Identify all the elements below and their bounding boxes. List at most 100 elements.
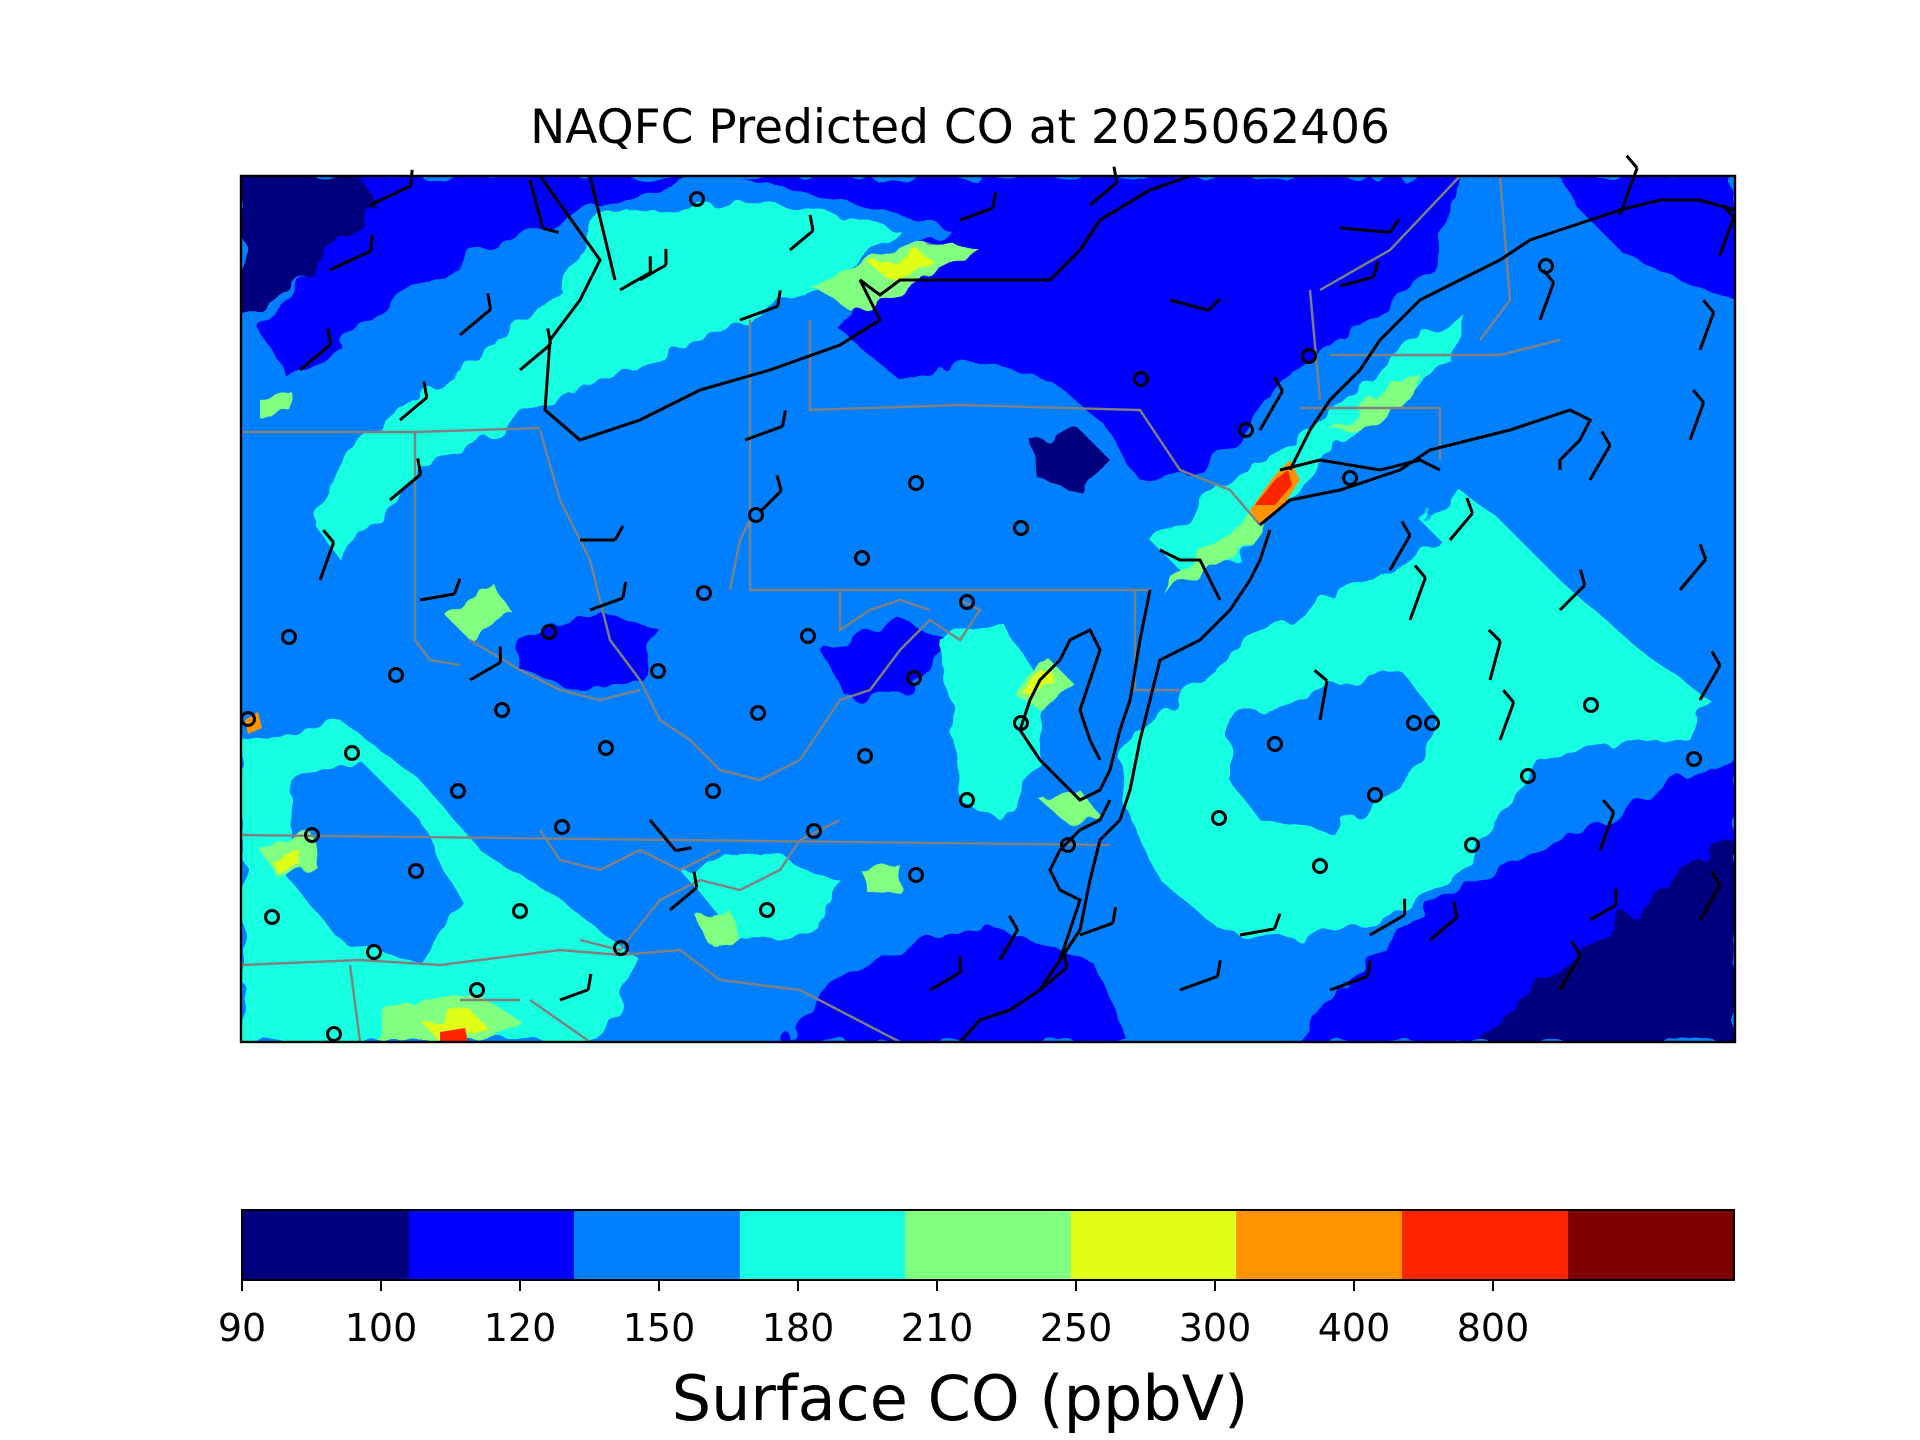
colorbar-swatch — [1401, 1211, 1568, 1279]
wind-barb-shaft — [580, 525, 625, 542]
wind-barb-shaft — [1079, 906, 1118, 937]
wind-barb-shaft — [1313, 669, 1329, 721]
wind-barb — [789, 214, 815, 252]
colorbar-tick-label: 250 — [1039, 1306, 1113, 1350]
wind-barb-shaft — [1329, 960, 1372, 992]
wind-barb-shaft — [959, 191, 998, 222]
wind-barb-shaft — [669, 871, 699, 912]
wind-barb — [1169, 297, 1222, 312]
hotspot-green-ct — [1330, 370, 1420, 430]
station-marker — [1060, 837, 1076, 853]
station-marker — [1267, 736, 1283, 752]
station-marker — [326, 1026, 342, 1042]
wind-barb — [580, 525, 625, 542]
wind-barb-shaft — [1169, 297, 1222, 312]
field-cyan-va — [940, 620, 1040, 820]
wind-barb-shaft — [589, 581, 628, 612]
colorbar-tick-mark — [519, 1281, 521, 1291]
station-marker — [906, 670, 922, 686]
field-blue-band1 — [260, 176, 700, 380]
station-marker — [1367, 787, 1383, 803]
wind-barb-shaft — [1558, 940, 1582, 991]
colorbar-tick-label: 400 — [1317, 1306, 1391, 1350]
wind-barb-shaft — [1688, 389, 1706, 441]
wind-barb-shaft — [459, 293, 493, 337]
station-marker — [388, 667, 404, 683]
wind-barb-shaft — [1538, 269, 1556, 321]
wind-barb — [459, 293, 493, 337]
hotspot-yellow-sw — [270, 850, 305, 875]
station-markers — [240, 191, 1702, 1042]
station-marker — [854, 550, 870, 566]
station-marker — [1133, 371, 1149, 387]
station-marker — [696, 585, 712, 601]
wind-barb-shaft — [469, 646, 502, 682]
colorbar-label: Surface CO (ppbV) — [671, 1362, 1249, 1435]
wind-barb — [1448, 497, 1474, 541]
field-blue-ocean-inner — [1230, 670, 1440, 830]
station-marker — [613, 940, 629, 956]
wind-barb-shaft — [528, 179, 559, 234]
colorbar-tick-label: 300 — [1178, 1306, 1252, 1350]
wind-barb-shaft — [1429, 901, 1459, 942]
wind-barb — [758, 474, 783, 514]
field-blue-ne — [1560, 176, 1735, 300]
colorbar-tick-mark — [658, 1281, 660, 1291]
station-marker — [959, 594, 975, 610]
field-navy-pa — [1030, 430, 1110, 490]
wind-barb-shaft — [1487, 628, 1502, 681]
station-marker — [750, 705, 766, 721]
wind-barb-shaft — [419, 578, 462, 602]
wind-barb-shaft — [1388, 520, 1412, 571]
station-marker — [908, 475, 924, 491]
field-blue-sw — [290, 760, 460, 960]
state-boundaries — [241, 176, 1561, 1042]
station-marker — [1686, 751, 1702, 767]
station-marker — [705, 783, 721, 799]
station-marker — [512, 903, 528, 919]
wind-barb — [1179, 960, 1222, 992]
colorbar-swatch — [1236, 1211, 1402, 1279]
wind-barb — [369, 169, 414, 207]
hotspot-yellow-erie — [870, 252, 935, 280]
station-marker — [800, 628, 816, 644]
wind-barb — [739, 290, 782, 322]
wind-barb-shaft — [1718, 204, 1736, 256]
station-marker — [469, 982, 485, 998]
colorbar — [241, 1209, 1735, 1281]
wind-barb-shaft — [1698, 870, 1722, 921]
station-marker — [1424, 715, 1440, 731]
wind-barb — [1618, 154, 1639, 216]
station-marker — [908, 867, 924, 883]
wind-barb — [589, 581, 628, 612]
wind-barb-shaft — [519, 328, 553, 372]
wind-barb-shaft — [744, 410, 787, 442]
wind-barb — [389, 458, 423, 502]
hotspot-green-nyc — [1160, 510, 1270, 590]
wind-barb-shaft — [1498, 689, 1516, 741]
wind-barb-shaft — [929, 956, 962, 992]
wind-barb-shaft — [1698, 299, 1716, 351]
field-navy-se — [1480, 840, 1735, 1042]
wind-barb — [528, 179, 559, 234]
wind-barb — [1408, 564, 1427, 621]
wind-barb-shaft — [1589, 888, 1618, 922]
wind-barb — [299, 328, 333, 372]
station-marker — [494, 702, 510, 718]
field-cyan-se — [680, 850, 840, 940]
station-marker — [450, 783, 466, 799]
hotspot-red-nyc — [1255, 470, 1292, 505]
colorbar-tick-label: 120 — [483, 1306, 557, 1350]
wind-barb — [1039, 951, 1069, 992]
wind-barb-shaft — [739, 290, 782, 322]
station-marker — [1406, 715, 1422, 731]
colorbar-tick-label: 90 — [217, 1306, 267, 1350]
station-marker — [344, 745, 360, 761]
station-marker — [264, 909, 280, 925]
wind-barb — [1538, 269, 1556, 321]
wind-barb-shaft — [1408, 564, 1427, 621]
colorbar-swatch — [408, 1211, 575, 1279]
wind-barb — [1369, 898, 1407, 937]
wind-barb — [744, 410, 787, 442]
station-marker — [281, 629, 297, 645]
